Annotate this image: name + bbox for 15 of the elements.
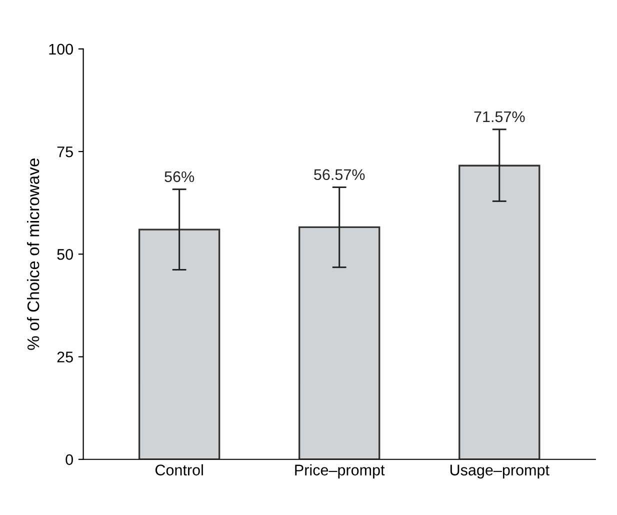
y-tick-label: 0 — [66, 454, 73, 466]
data-label: 71.57% — [474, 111, 525, 122]
y-tick-label: 100 — [49, 44, 73, 55]
bar — [458, 164, 540, 460]
bar — [298, 226, 380, 460]
x-tick-label: Control — [155, 464, 203, 476]
y-axis-title: % of Choice of microwave — [26, 158, 40, 350]
y-tick-label: 75 — [57, 146, 73, 158]
bar — [138, 228, 220, 460]
data-label: 56.57% — [314, 169, 365, 180]
y-tick-label: 50 — [57, 249, 73, 260]
x-tick-label: Price–prompt — [295, 464, 385, 478]
data-label: 56% — [164, 171, 194, 182]
y-tick-label: 25 — [57, 352, 73, 362]
x-tick-label: Usage–prompt — [450, 464, 550, 478]
